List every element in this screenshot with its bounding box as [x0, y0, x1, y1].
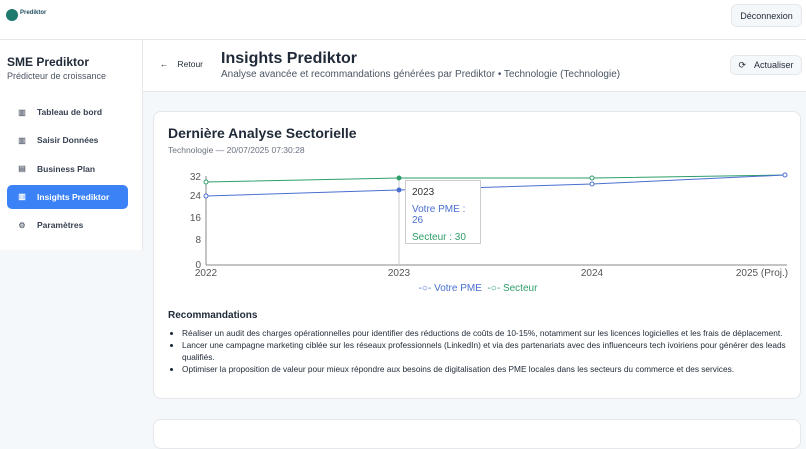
page-title: Insights Prediktor: [221, 50, 358, 67]
brand-subtitle: Prédicteur de croissance: [7, 71, 107, 81]
refresh-button[interactable]: ⟳ Actualiser: [730, 55, 802, 75]
sidebar-item-label: Insights Prediktor: [37, 191, 110, 202]
legend-secteur[interactable]: -○- Secteur: [487, 283, 538, 294]
list-item: Réaliser un audit des charges opérationn…: [182, 327, 792, 339]
sidebar-item-dashboard[interactable]: ▥ Tableau de bord: [7, 100, 128, 124]
sidebar-item-label: Saisir Données: [37, 135, 99, 146]
sector-analysis-card: Dernière Analyse Sectorielle Technologie…: [153, 111, 801, 399]
tooltip-secteur: Secteur : 30: [412, 232, 466, 243]
arrow-left-icon: ←: [160, 59, 169, 69]
logo-icon: [6, 9, 18, 21]
svg-text:2023: 2023: [388, 268, 411, 279]
pme-line: [205, 174, 786, 197]
svg-text:0: 0: [195, 260, 201, 271]
chart-tooltip: 2023 Votre PME : 26 Secteur : 30: [405, 180, 481, 244]
svg-text:32: 32: [190, 172, 202, 183]
bar-chart-icon: ▥: [18, 192, 26, 202]
list-item: Lancer une campagne marketing ciblée sur…: [182, 339, 792, 363]
sidebar-item-business-plan[interactable]: ▤ Business Plan: [7, 157, 128, 181]
sidebar-item-label: Paramètres: [37, 220, 84, 231]
refresh-icon: ⟳: [738, 59, 747, 70]
line-chart[interactable]: 32 24 16 8 0 2022 2023 2024 2025 (Proj.): [154, 162, 802, 287]
recommendations-list: Réaliser un audit des charges opérationn…: [182, 327, 792, 375]
svg-text:2022: 2022: [195, 268, 218, 279]
bar-chart-icon: ▥: [18, 135, 26, 145]
list-item: Optimiser la proposition de valeur pour …: [182, 363, 792, 375]
brand-title: SME Prediktor: [7, 55, 90, 69]
svg-text:2024: 2024: [581, 268, 604, 279]
legend-label: Votre PME: [434, 283, 482, 294]
sidebar: SME Prediktor Prédicteur de croissance ▥…: [0, 40, 143, 250]
back-button[interactable]: ← Retour: [160, 59, 203, 69]
svg-text:16: 16: [190, 213, 202, 224]
document-icon: ▤: [18, 164, 26, 174]
logout-button[interactable]: Déconnexion: [731, 4, 802, 27]
logo[interactable]: Prediktor: [6, 9, 46, 21]
svg-text:8: 8: [195, 235, 201, 246]
sidebar-item-insights[interactable]: ▥ Insights Prediktor: [7, 184, 128, 209]
gear-icon: ⚙: [18, 220, 26, 230]
sidebar-item-data-entry[interactable]: ▥ Saisir Données: [7, 128, 128, 152]
refresh-label: Actualiser: [754, 60, 794, 70]
top-bar: Prediktor Déconnexion: [0, 0, 806, 40]
card-subtitle: Technologie — 20/07/2025 07:30:28: [168, 145, 305, 155]
sidebar-item-settings[interactable]: ⚙ Paramètres: [7, 213, 128, 237]
legend-pme[interactable]: -○- Votre PME: [418, 283, 482, 294]
sidebar-item-label: Business Plan: [37, 163, 96, 174]
page-header: ← Retour Insights Prediktor Analyse avanc…: [143, 40, 806, 92]
card-title: Dernière Analyse Sectorielle: [168, 125, 357, 141]
sidebar-nav: ▥ Tableau de bord ▥ Saisir Données ▤ Busine…: [7, 100, 128, 241]
svg-text:24: 24: [190, 191, 202, 202]
secteur-line: [205, 174, 786, 183]
svg-text:2025 (Proj.): 2025 (Proj.): [736, 268, 788, 279]
tooltip-year: 2023: [412, 187, 435, 198]
tooltip-pme: Votre PME : 26: [412, 204, 466, 226]
back-label: Retour: [177, 59, 204, 69]
chart-legend: -○- Votre PME -○- Secteur: [154, 283, 802, 294]
bar-chart-icon: ▥: [18, 107, 26, 117]
legend-label: Secteur: [502, 283, 538, 294]
logo-text: Prediktor: [20, 10, 47, 16]
page-subtitle: Analyse avancée et recommandations génér…: [221, 69, 621, 80]
recommendations-title: Recommandations: [168, 310, 258, 321]
sidebar-item-label: Tableau de bord: [37, 107, 103, 117]
